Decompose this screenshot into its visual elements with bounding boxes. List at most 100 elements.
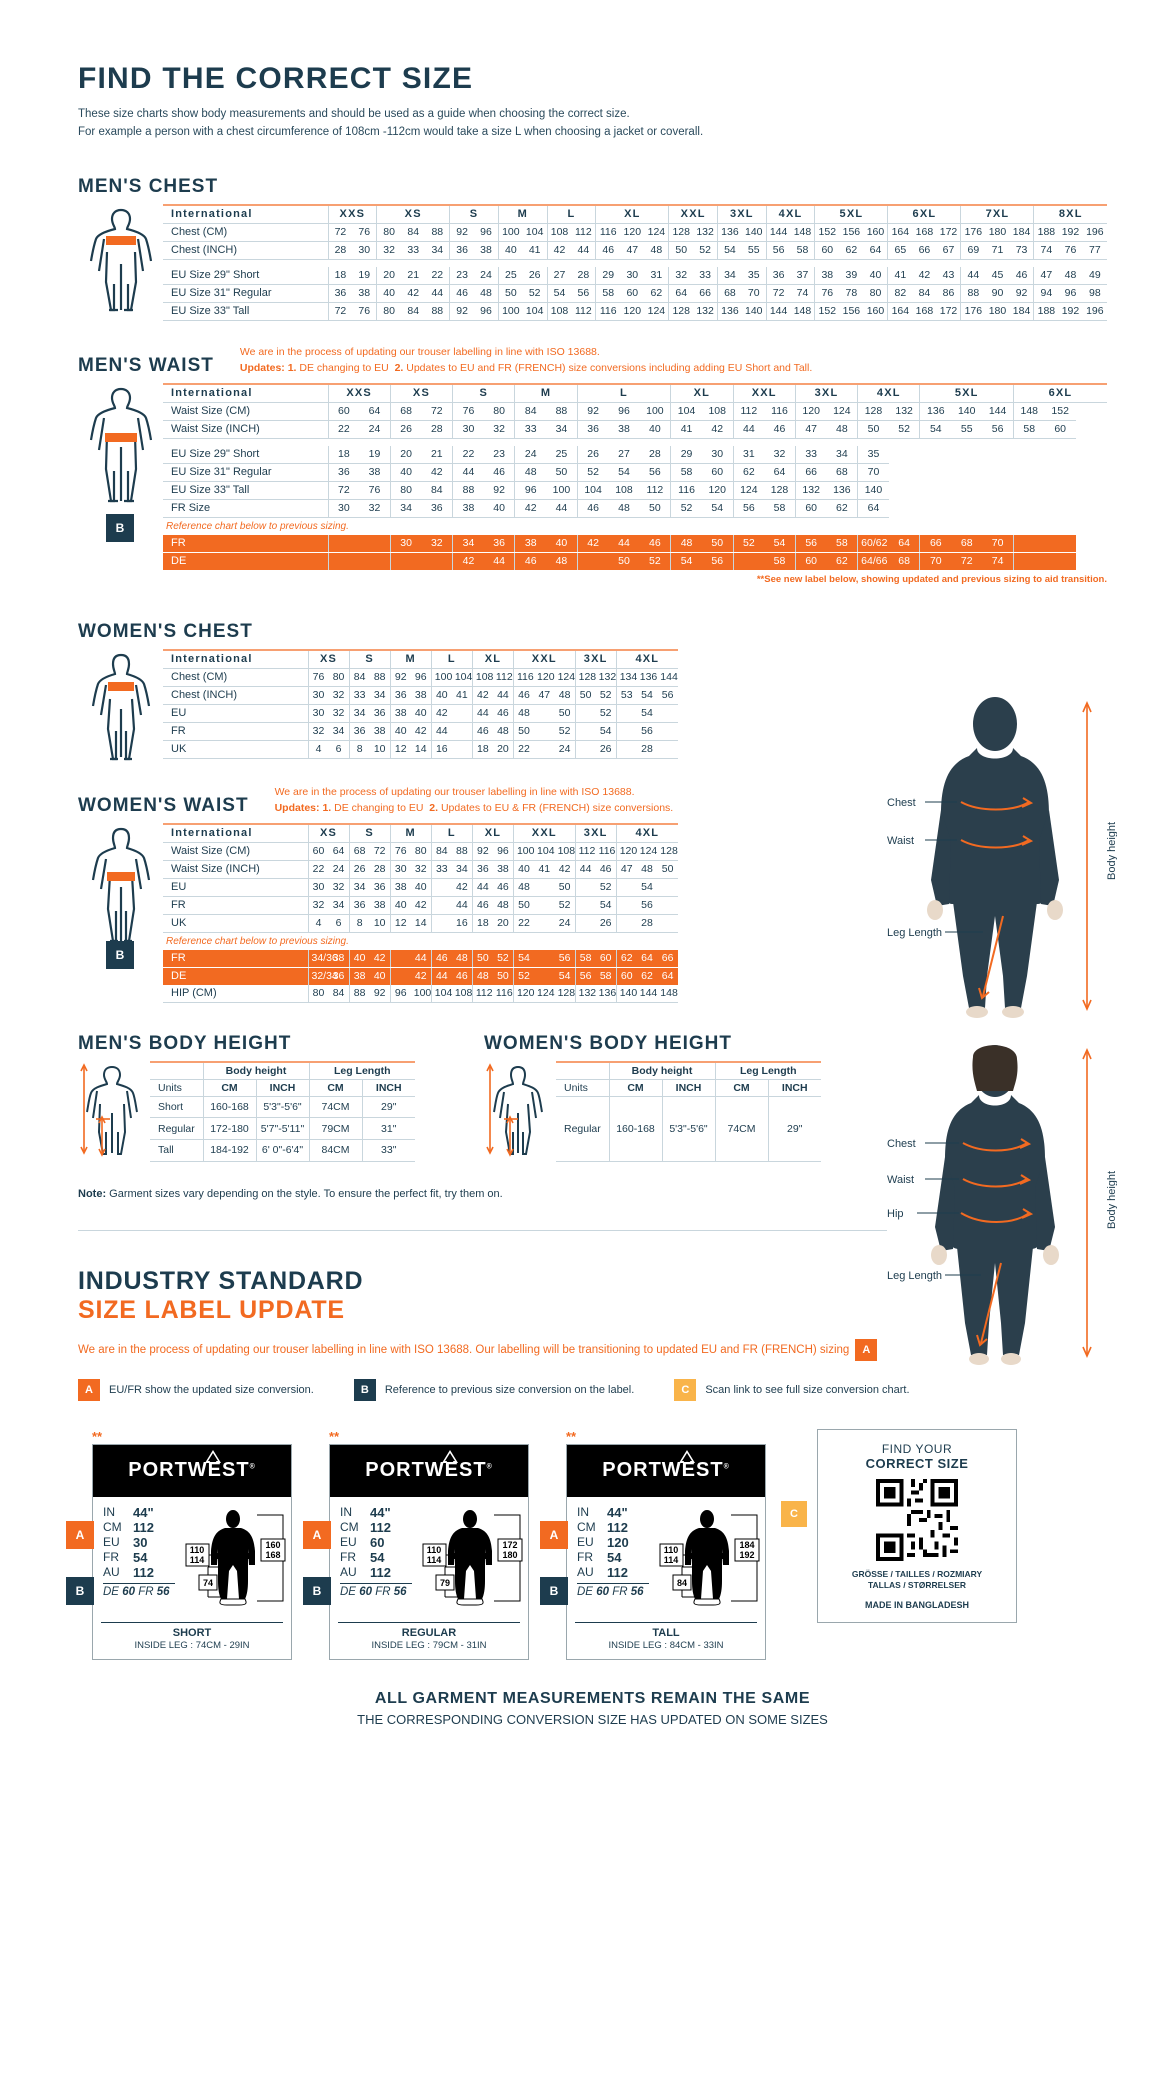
cell: 60: [1044, 420, 1076, 439]
womens-body-height-block: WOMEN'S BODY HEIGHT: [484, 1033, 824, 1162]
cell: 58: [595, 284, 621, 304]
cell: 56: [636, 722, 658, 742]
model-illustrations: Chest Waist Leg Length Body height: [887, 690, 1118, 1388]
size-xs: XS: [307, 822, 350, 843]
cell: 148: [790, 223, 815, 242]
female-label-waist: Waist: [887, 1174, 914, 1186]
qr-code-icon[interactable]: [876, 1478, 958, 1561]
size-key: FR: [103, 1549, 119, 1564]
cell: 52: [670, 499, 702, 519]
cell: 46: [639, 535, 671, 554]
cell: 42: [452, 552, 484, 571]
male-height-figure: [78, 1061, 150, 1162]
card-footer: REGULAR INSIDE LEG : 79CM - 31IN: [338, 1621, 520, 1659]
cell: 44: [451, 896, 473, 915]
cell: 42: [421, 463, 453, 483]
cell: 196: [1082, 223, 1107, 242]
row-label: Waist Size (INCH): [163, 860, 308, 879]
cell: 60: [794, 499, 827, 519]
cell: 160-168: [202, 1096, 256, 1119]
cell: 47: [620, 241, 645, 260]
size-5xl: 5XL: [919, 382, 1014, 403]
cell: [534, 740, 555, 760]
cell: 92: [369, 984, 391, 1003]
cell: 28: [369, 860, 391, 879]
cell: 32: [307, 896, 329, 915]
cell: 124: [636, 842, 658, 861]
cell: 116: [595, 223, 621, 242]
cell: 40: [639, 420, 671, 439]
cell: 96: [389, 984, 411, 1003]
size-line-in: IN 44": [103, 1505, 185, 1520]
table-row: Regular 172-180 5'7"-5'11" 79CM 31": [150, 1117, 415, 1140]
cell: 148: [790, 302, 815, 322]
table-row: Short 160-168 5'3"-5'6" 74CM 29": [150, 1096, 415, 1119]
cell: 44: [471, 878, 493, 897]
spacer-cell: [864, 259, 888, 267]
cell: [451, 722, 473, 742]
mens-body-height-table: Body height Leg Length Units CM INCH CM …: [150, 1060, 415, 1162]
cell: 54: [595, 896, 617, 915]
size-xs: XS: [307, 649, 350, 670]
cell: 68: [826, 463, 858, 483]
cell: 64: [863, 241, 888, 260]
update-1-text: DE changing to EU: [334, 801, 424, 814]
cell: 34: [425, 241, 450, 260]
spacer-cell: [1058, 259, 1082, 267]
cell: 46: [595, 860, 617, 879]
cell: 38: [410, 686, 432, 706]
cell: 14: [410, 914, 432, 933]
card-header: PORTWEST®: [93, 1444, 291, 1497]
cell: 112: [471, 984, 493, 1003]
section-womens-waist: WOMEN'S WAIST We are in the process of u…: [78, 785, 678, 1003]
cell: 30: [307, 704, 329, 724]
cell: 144: [765, 302, 791, 322]
row-waist-cm: Waist Size (CM) 60 64 68 72 76 80 84 88 92 96 100 10…: [163, 402, 1107, 421]
cell: 168: [912, 223, 937, 242]
spacer-cell: [1013, 438, 1044, 446]
cell: 32: [328, 686, 350, 706]
row-chest-cm: Chest (CM) 76 80 84 88 92 96 100 104 108 112 116 120…: [163, 668, 678, 688]
inside-leg: INSIDE LEG : 79CM - 31IN: [371, 1639, 487, 1651]
size-line-cm: CM 112: [340, 1520, 422, 1535]
qr-card[interactable]: FIND YOUR CORRECT SIZE: [817, 1428, 1017, 1623]
cell: 44: [571, 241, 596, 260]
womens-body-height-body: Regular 160-168 5'3"-5'6" 74CM 29": [556, 1096, 821, 1162]
size-xxl: XXL: [512, 649, 576, 670]
cell: [732, 552, 765, 571]
cell: 34/36: [307, 949, 338, 968]
portwest-logo: PORTWEST®: [128, 1450, 256, 1482]
qr-card-holder: C FIND YOUR CORRECT SIZE: [781, 1428, 1017, 1623]
cell: 32: [410, 860, 432, 879]
cell: [657, 896, 678, 915]
male-label-leg-length: Leg Length: [887, 927, 942, 939]
legend-item-b: B Reference to previous size conversion …: [353, 1378, 634, 1401]
cell: 22: [512, 740, 535, 760]
cell: [615, 740, 637, 760]
cell: 47: [1033, 267, 1059, 286]
cell: 160: [863, 302, 888, 322]
cell: 27: [608, 446, 640, 465]
portwest-logo: PORTWEST®: [365, 1450, 493, 1482]
size-line-fr: FR 54: [340, 1550, 422, 1565]
size-line-cm: CM 112: [577, 1520, 659, 1535]
cell: 16: [451, 914, 473, 933]
size-value: 112: [607, 1564, 628, 1580]
cell: [534, 704, 555, 724]
cell: [430, 878, 452, 897]
cell: 62: [826, 499, 858, 519]
cell: 36: [348, 722, 370, 742]
cell: 42: [451, 878, 473, 897]
col-international: International: [163, 382, 328, 403]
cell: 66: [919, 535, 952, 554]
cell: 92: [471, 842, 493, 861]
cell: 40: [348, 949, 370, 968]
inside-leg: INSIDE LEG : 84CM - 33IN: [608, 1639, 724, 1651]
cell: 26: [389, 420, 422, 439]
cell: 45: [985, 267, 1010, 286]
size-key: IN: [103, 1504, 115, 1519]
cell: 116: [670, 481, 702, 501]
cell: 160-168: [608, 1096, 662, 1162]
spacer-cell: [421, 438, 452, 446]
cell: 70: [857, 463, 889, 483]
